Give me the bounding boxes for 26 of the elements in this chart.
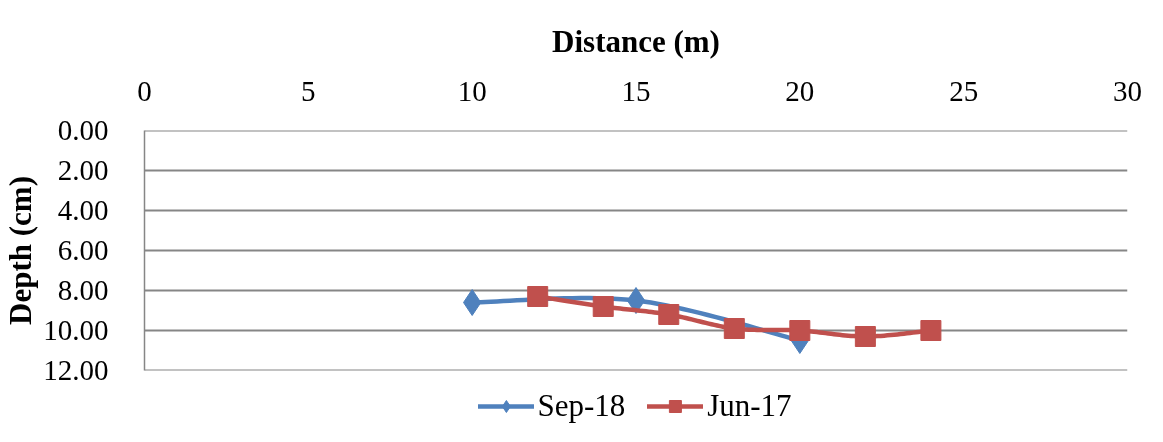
y-tick-label: 12.00 (43, 354, 109, 386)
x-tick-label: 25 (949, 74, 979, 107)
point (463, 289, 482, 316)
y-tick-label: 0.00 (57, 114, 109, 146)
point (527, 286, 549, 307)
point (920, 320, 942, 341)
x-tick-label: 15 (621, 74, 651, 107)
point (592, 296, 614, 317)
y-tick-label: 4.00 (57, 194, 109, 226)
point (658, 304, 680, 325)
point (854, 326, 876, 347)
point (789, 320, 811, 341)
x-axis-title: Distance (m) (552, 23, 720, 59)
y-tick-label: 2.00 (57, 154, 109, 186)
x-tick-label: 30 (1113, 74, 1142, 107)
point (723, 318, 745, 339)
x-tick-label: 10 (457, 74, 487, 107)
x-tick-label: 5 (301, 74, 316, 107)
y-tick-label: 10.00 (43, 314, 109, 346)
y-tick-label: 8.00 (57, 274, 109, 306)
y-tick-label: 6.00 (57, 234, 109, 266)
x-tick-label: 0 (137, 74, 152, 107)
legend-label: Sep-18 (537, 388, 626, 424)
legend-label: Jun-17 (707, 388, 792, 424)
y-axis-title: Depth (cm) (3, 176, 39, 325)
x-tick-label: 20 (785, 74, 815, 107)
